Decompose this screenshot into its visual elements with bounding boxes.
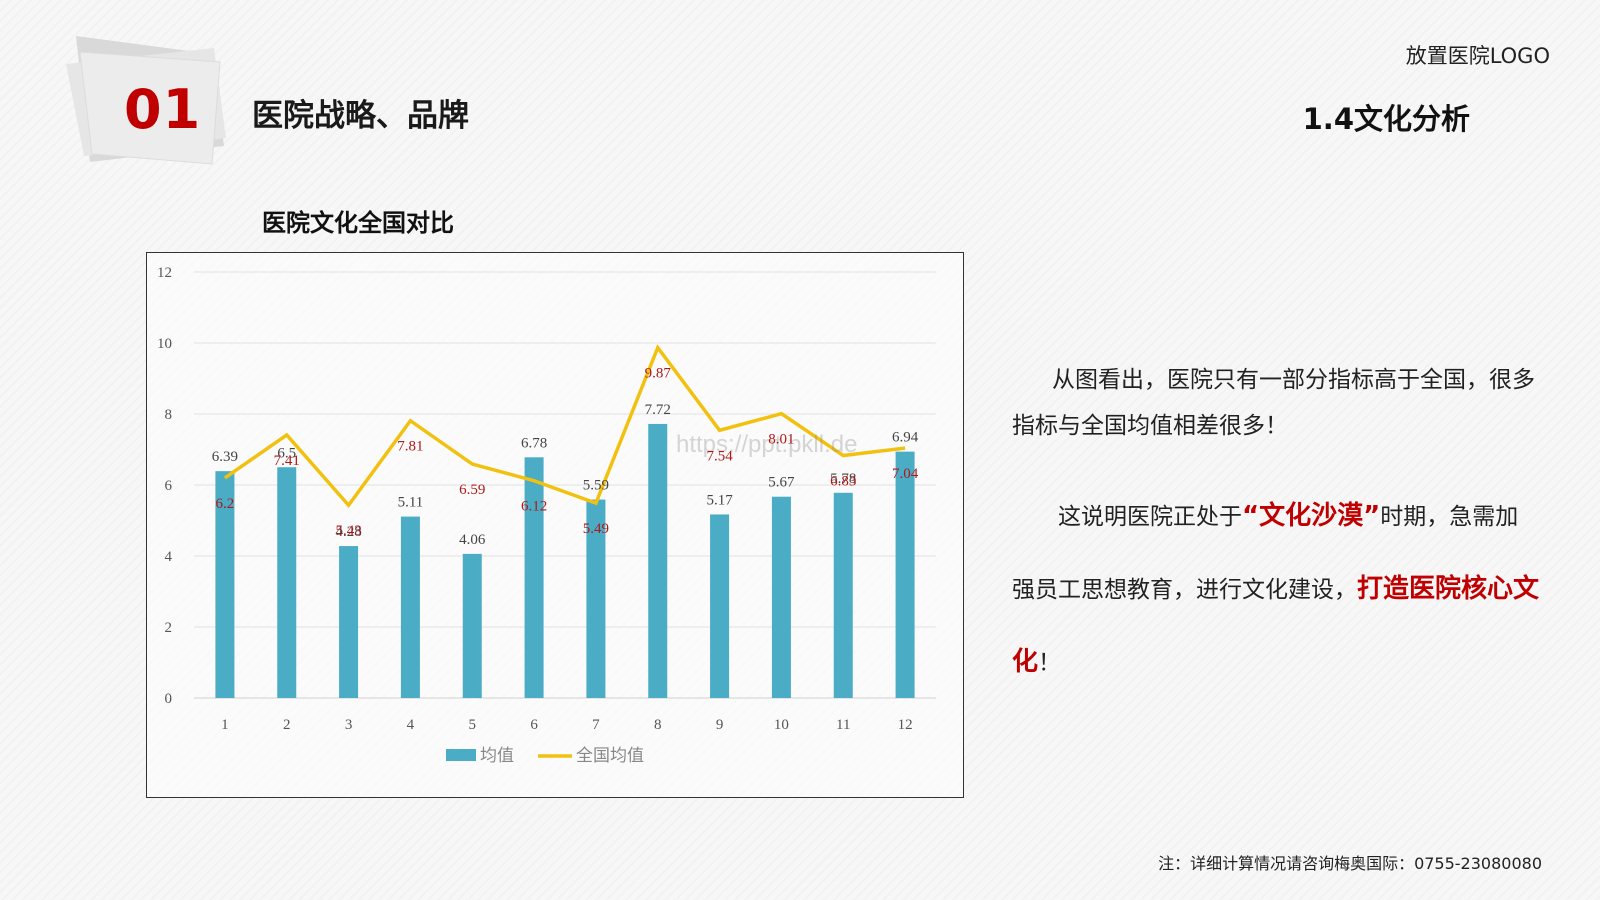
line-data-label: 9.87: [645, 366, 672, 382]
legend-label-line: 全国均值: [576, 746, 644, 765]
bar: [524, 457, 544, 698]
analysis-paragraph-1: 从图看出，医院只有一部分指标高于全国，很多指标与全国均值相差很多！: [1012, 357, 1540, 449]
line-data-label: 6.83: [830, 474, 856, 490]
legend-swatch-bar: [446, 749, 476, 761]
bar: [771, 496, 791, 698]
legend-label-bar: 均值: [480, 746, 514, 765]
y-tick-label: 8: [165, 407, 173, 423]
y-tick-label: 4: [165, 549, 173, 565]
bar: [895, 451, 915, 698]
bar-data-label: 6.78: [521, 435, 547, 451]
line-data-label: 6.59: [459, 482, 485, 498]
bar: [710, 514, 730, 698]
analysis-paragraph-2: 这说明医院正处于“文化沙漠”时期，急需加强员工思想教育，进行文化建设，打造医院核…: [1012, 480, 1540, 699]
subsection-title: 1.4文化分析: [1302, 102, 1470, 136]
bar: [400, 516, 420, 698]
bar-data-label: 5.67: [768, 475, 795, 491]
x-tick-label: 10: [774, 717, 789, 733]
line-data-label: 7.54: [706, 448, 733, 464]
line-data-label: 6.12: [521, 499, 547, 515]
line-data-label: 7.41: [274, 453, 300, 469]
line-data-label: 6.2: [216, 496, 235, 512]
x-tick-label: 4: [407, 717, 415, 733]
x-tick-label: 7: [592, 717, 600, 733]
y-tick-label: 2: [165, 620, 173, 636]
bar-data-label: 5.17: [706, 492, 733, 508]
y-tick-label: 12: [157, 265, 172, 281]
x-tick-label: 6: [530, 717, 538, 733]
section-number: 01: [124, 78, 202, 141]
logo-placeholder: 放置医院LOGO: [1405, 44, 1550, 68]
bar-data-label: 4.06: [459, 532, 486, 548]
x-tick-label: 12: [898, 717, 913, 733]
bar-data-label: 5.11: [398, 495, 424, 511]
x-tick-label: 1: [221, 717, 229, 733]
bar: [462, 553, 482, 698]
bar-data-label: 5.59: [583, 478, 609, 494]
section-badge: [66, 36, 226, 165]
bar-data-label: 4.28: [335, 524, 361, 540]
line-data-label: 8.01: [768, 432, 794, 448]
bar: [833, 492, 853, 698]
y-tick-label: 0: [165, 691, 173, 707]
line-data-label: 7.04: [892, 466, 919, 482]
highlight-core-culture: 打造医院核心文化: [1012, 574, 1540, 677]
bar: [339, 546, 359, 698]
bar: [648, 423, 668, 698]
analysis-text-2b: 时期，急需加强员工思想教育，进行文化建设，: [1012, 504, 1519, 603]
footnote: 注：详细计算情况请咨询梅奥国际：0755-23080080: [1158, 854, 1542, 873]
bar-data-label: 6.94: [892, 430, 919, 446]
x-tick-label: 5: [469, 717, 477, 733]
x-tick-label: 2: [283, 717, 291, 733]
highlight-culture-desert: “文化沙漠”: [1242, 501, 1381, 531]
line-data-label: 7.81: [397, 439, 423, 455]
section-title: 医院战略、品牌: [252, 98, 469, 134]
bar-data-label: 6.5: [277, 445, 296, 461]
x-tick-label: 11: [836, 717, 850, 733]
chart-title: 医院文化全国对比: [262, 209, 454, 237]
x-tick-label: 3: [345, 717, 353, 733]
x-tick-label: 8: [654, 717, 662, 733]
y-tick-label: 10: [157, 336, 172, 352]
line-series: [223, 344, 906, 509]
bar: [586, 499, 606, 698]
bar-data-label: 5.78: [830, 471, 856, 487]
analysis-text-1: 从图看出，医院只有一部分指标高于全国，很多指标与全国均值相差很多！: [1012, 367, 1535, 439]
bar: [215, 471, 235, 698]
line-data-label: 5.43: [335, 523, 361, 539]
bar-data-label: 6.39: [212, 449, 238, 465]
bar: [277, 467, 297, 698]
analysis-text-2a: 这说明医院正处于: [1058, 504, 1242, 530]
line-data-label: 5.49: [583, 521, 609, 537]
y-tick-label: 6: [165, 478, 173, 494]
bar-data-label: 7.72: [645, 402, 671, 418]
analysis-text-2c: ！: [1038, 650, 1062, 676]
x-tick-label: 9: [716, 717, 724, 733]
watermark-text: https://ppt.pkll.de: [676, 431, 857, 458]
